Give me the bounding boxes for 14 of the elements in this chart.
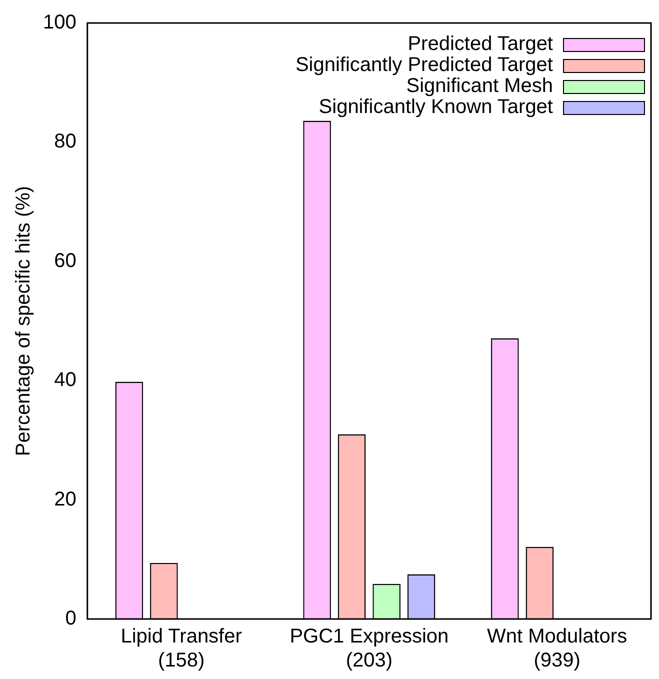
y-tick-label: 100 <box>42 12 76 34</box>
y-tick-label: 60 <box>54 250 76 272</box>
x-tick-label: PGC1 Expression (203) <box>290 626 449 672</box>
y-tick-label: 0 <box>65 608 76 630</box>
y-tick-label: 20 <box>54 488 76 510</box>
legend-label: Significant Mesh <box>406 75 553 97</box>
legend-label: Predicted Target <box>408 33 553 55</box>
y-tick-label: 40 <box>54 369 76 392</box>
legend-label: Significantly Predicted Target <box>295 54 553 76</box>
x-tick-label: Wnt Modulators (939) <box>487 626 628 672</box>
x-tick-label: Lipid Transfer (158) <box>120 626 242 672</box>
legend-label: Significantly Known Target <box>318 96 553 118</box>
y-axis-title: Percentage of specific hits (%) <box>12 186 35 456</box>
y-tick-label: 80 <box>54 130 76 153</box>
